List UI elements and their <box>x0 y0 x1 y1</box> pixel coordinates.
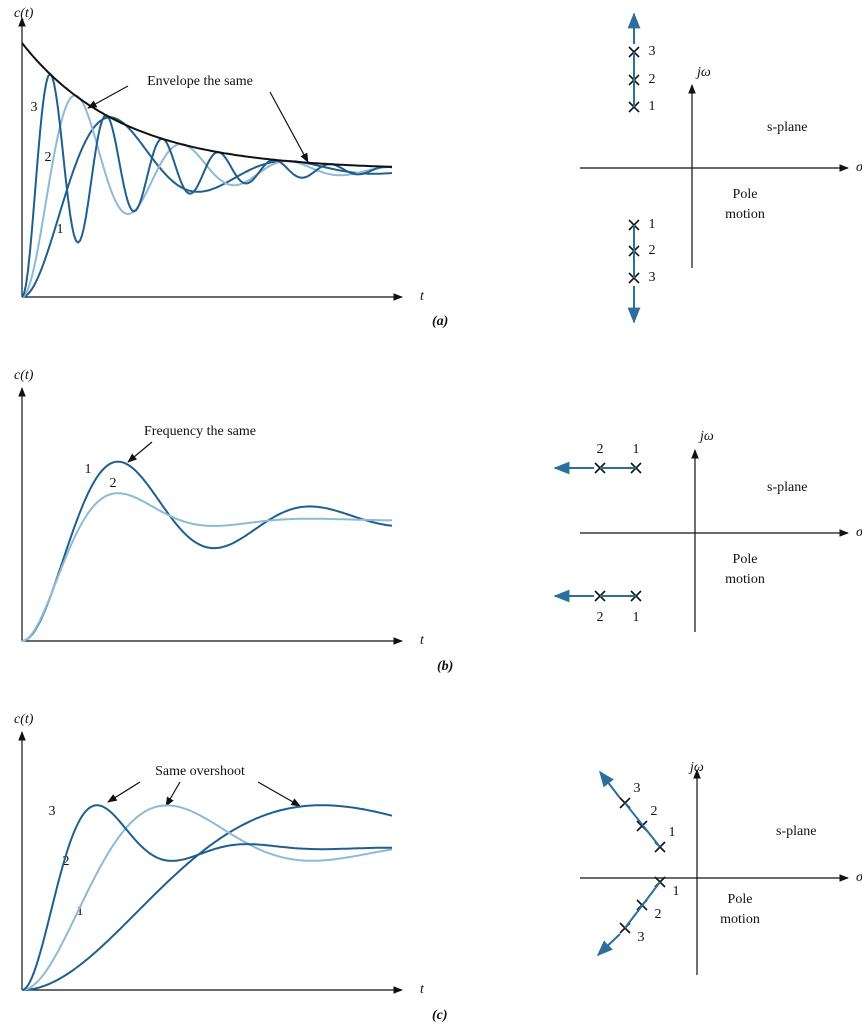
curve-label: 2 <box>110 476 117 491</box>
response-curve <box>22 74 392 297</box>
pole-label: 1 <box>649 99 656 114</box>
y-axis-label: c(t) <box>14 368 34 383</box>
caption: (b) <box>437 659 453 674</box>
response-curve <box>22 117 392 297</box>
annotation-arrow <box>88 86 128 108</box>
curve-label: 3 <box>31 100 38 115</box>
caption: (c) <box>432 1008 448 1023</box>
x-axis-label: t <box>420 982 425 997</box>
pole-motion: motion <box>725 207 765 222</box>
curve-label: 1 <box>85 462 92 477</box>
curve-label: 2 <box>45 150 52 165</box>
caption: (a) <box>432 314 448 329</box>
figure: c(t)t(a)Envelope the same123jωσs-planePo… <box>0 0 862 1026</box>
pole-label: 1 <box>633 442 640 457</box>
annotation: Frequency the same <box>144 424 256 439</box>
pole-motion: Pole <box>733 552 758 567</box>
pole-label: 2 <box>649 72 656 87</box>
annotation-arrow <box>166 782 180 806</box>
x-axis-label: t <box>420 289 425 304</box>
curve-label: 1 <box>57 222 64 237</box>
annotation-arrow <box>108 782 140 802</box>
pole-label: 3 <box>638 930 645 945</box>
pole-label: 2 <box>597 610 604 625</box>
imag-axis-label: jω <box>688 760 704 775</box>
pole-motion: Pole <box>728 892 753 907</box>
x-axis-label: t <box>420 633 425 648</box>
pole-label: 1 <box>633 610 640 625</box>
real-axis-label: σ <box>856 160 862 175</box>
plane-name: s-plane <box>776 824 816 839</box>
pole-label: 2 <box>597 442 604 457</box>
pole-motion: motion <box>720 912 760 927</box>
imag-axis-label: jω <box>695 65 711 80</box>
plane-name: s-plane <box>767 480 807 495</box>
y-axis-label: c(t) <box>14 712 34 727</box>
pole-label: 1 <box>673 884 680 899</box>
pole-arrow <box>598 934 620 955</box>
pole-label: 3 <box>649 44 656 59</box>
annotation-arrow <box>128 442 152 462</box>
response-curve <box>22 462 392 641</box>
pole-label: 2 <box>651 804 658 819</box>
response-curve <box>22 805 392 990</box>
annotation-arrow <box>270 92 308 162</box>
response-curve <box>22 95 392 297</box>
real-axis-label: σ <box>856 525 862 540</box>
response-curve <box>22 805 392 990</box>
pole-motion: Pole <box>733 187 758 202</box>
pole-label: 2 <box>649 243 656 258</box>
curve-label: 3 <box>49 804 56 819</box>
pole-motion: motion <box>725 572 765 587</box>
pole-label: 1 <box>669 825 676 840</box>
pole-arrow <box>600 772 620 798</box>
annotation-arrow <box>258 782 300 806</box>
real-axis-label: σ <box>856 870 862 885</box>
y-axis-label: c(t) <box>14 6 34 21</box>
pole-label: 3 <box>634 781 641 796</box>
imag-axis-label: jω <box>698 429 714 444</box>
response-curve <box>22 493 392 641</box>
response-curve <box>22 805 392 990</box>
plane-name: s-plane <box>767 120 807 135</box>
annotation: Envelope the same <box>147 74 253 89</box>
pole-label: 1 <box>649 217 656 232</box>
annotation: Same overshoot <box>155 764 245 779</box>
envelope <box>22 43 392 167</box>
pole-label: 2 <box>655 907 662 922</box>
pole-label: 3 <box>649 270 656 285</box>
